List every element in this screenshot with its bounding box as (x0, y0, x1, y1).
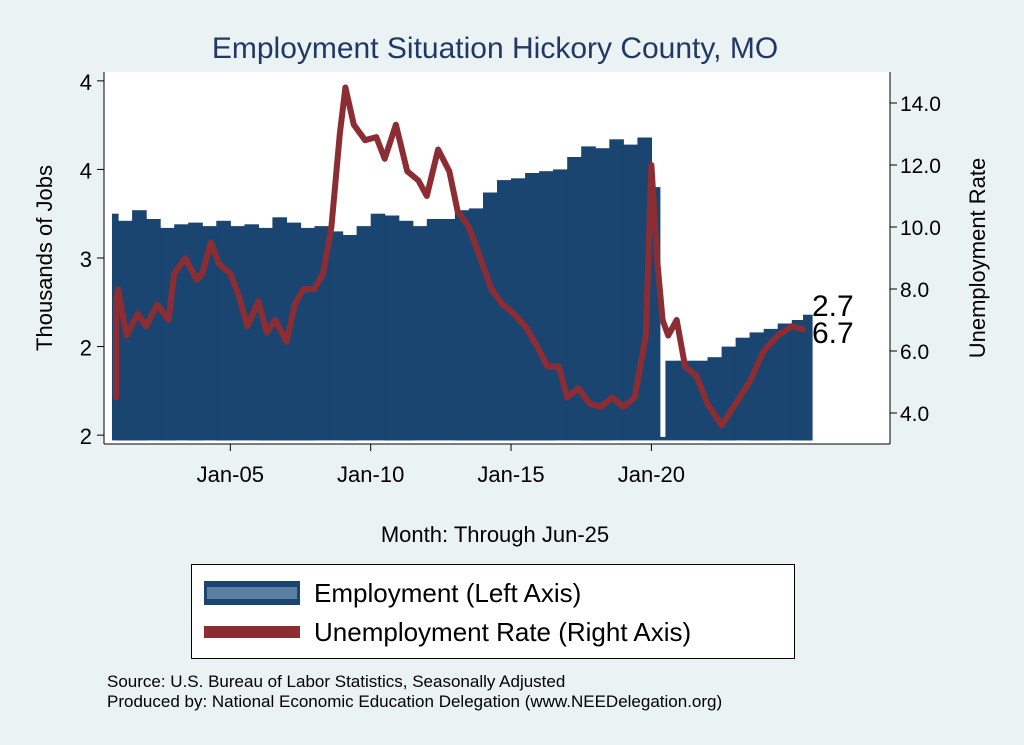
legend: Employment (Left Axis) Unemployment Rate… (191, 564, 795, 659)
employment-bars (112, 137, 813, 441)
x-tick-label: Jan-05 (197, 462, 264, 487)
legend-item-unemployment: Unemployment Rate (Right Axis) (204, 612, 691, 652)
left-tick-label: 3 (80, 247, 92, 272)
unemployment-end-label: 6.7 (812, 317, 854, 350)
employment-bar (286, 222, 302, 441)
legend-label-employment: Employment (Left Axis) (314, 577, 582, 608)
left-tick-label: 2 (80, 424, 92, 449)
employment-bar (146, 219, 161, 441)
source-note: Source: U.S. Bureau of Labor Statistics,… (107, 672, 566, 691)
right-axis-label: Unemployment Rate (965, 158, 990, 359)
employment-bar (659, 436, 666, 441)
chart-title: Employment Situation Hickory County, MO (212, 32, 778, 65)
employment-bar (707, 357, 723, 441)
employment-end-label: 2.7 (812, 290, 854, 323)
employment-bar (539, 171, 554, 441)
right-tick-label: 6.0 (900, 341, 929, 364)
employment-bar (440, 219, 456, 441)
employment-bar (623, 144, 638, 441)
employment-bar (328, 231, 344, 441)
left-axis-ticks: 2 2 3 4 4 (80, 70, 104, 449)
employment-bar (777, 323, 793, 441)
employment-swatch (204, 581, 300, 605)
employment-bar (553, 169, 568, 441)
left-tick-label: 4 (80, 158, 92, 183)
unemployment-swatch (204, 626, 300, 638)
x-axis-ticks: Jan-05 Jan-10 Jan-15 Jan-20 (197, 444, 685, 487)
left-axis-label: Thousands of Jobs (32, 165, 57, 351)
right-tick-label: 8.0 (900, 279, 929, 302)
x-tick-label: Jan-20 (618, 462, 685, 487)
employment-bar (581, 146, 596, 441)
employment-bar (567, 157, 582, 441)
employment-bar (398, 220, 414, 441)
employment-bar (188, 222, 203, 441)
right-axis-ticks: 4.0 6.0 8.0 10.0 12.0 14.0 (890, 93, 941, 426)
employment-bar (160, 227, 175, 441)
employment-bar (230, 226, 245, 441)
legend-label-unemployment: Unemployment Rate (Right Axis) (314, 616, 692, 647)
right-tick-label: 12.0 (900, 155, 941, 178)
employment-bar (791, 320, 804, 441)
employment-bar (483, 192, 498, 441)
employment-bar (454, 210, 470, 441)
x-tick-label: Jan-15 (477, 462, 544, 487)
footer: Source: U.S. Bureau of Labor Statistics,… (107, 672, 722, 712)
employment-bar (803, 314, 813, 441)
employment-bar (244, 224, 259, 441)
legend-item-employment: Employment (Left Axis) (204, 573, 581, 613)
employment-bar (370, 213, 386, 441)
employment-bar (595, 148, 610, 441)
left-tick-label: 4 (80, 70, 92, 95)
employment-bar (356, 226, 372, 441)
x-axis-label: Month: Through Jun-25 (381, 522, 609, 547)
employment-bar (300, 227, 316, 441)
x-tick-label: Jan-10 (337, 462, 404, 487)
right-tick-label: 14.0 (900, 93, 941, 116)
employment-bar (665, 360, 680, 441)
employment-bar (763, 328, 779, 441)
employment-bar (202, 226, 217, 441)
employment-bar (342, 235, 358, 441)
employment-bar (679, 360, 695, 441)
employment-bar (132, 210, 147, 441)
employment-bar (174, 224, 189, 441)
right-tick-label: 10.0 (900, 217, 941, 240)
employment-bar (525, 173, 540, 441)
employment-bar (651, 187, 661, 441)
produced-by-note: Produced by: National Economic Education… (107, 692, 723, 711)
employment-bar (426, 219, 442, 441)
employment-bar (468, 208, 484, 441)
employment-bar (511, 178, 526, 441)
employment-bar (216, 220, 231, 441)
employment-bar (609, 139, 624, 441)
left-tick-label: 2 (80, 336, 92, 361)
employment-bar (384, 215, 400, 441)
right-tick-label: 4.0 (900, 403, 929, 426)
employment-bar (412, 226, 428, 441)
unemployment-rate-line (113, 84, 806, 429)
employment-bar (497, 180, 512, 441)
